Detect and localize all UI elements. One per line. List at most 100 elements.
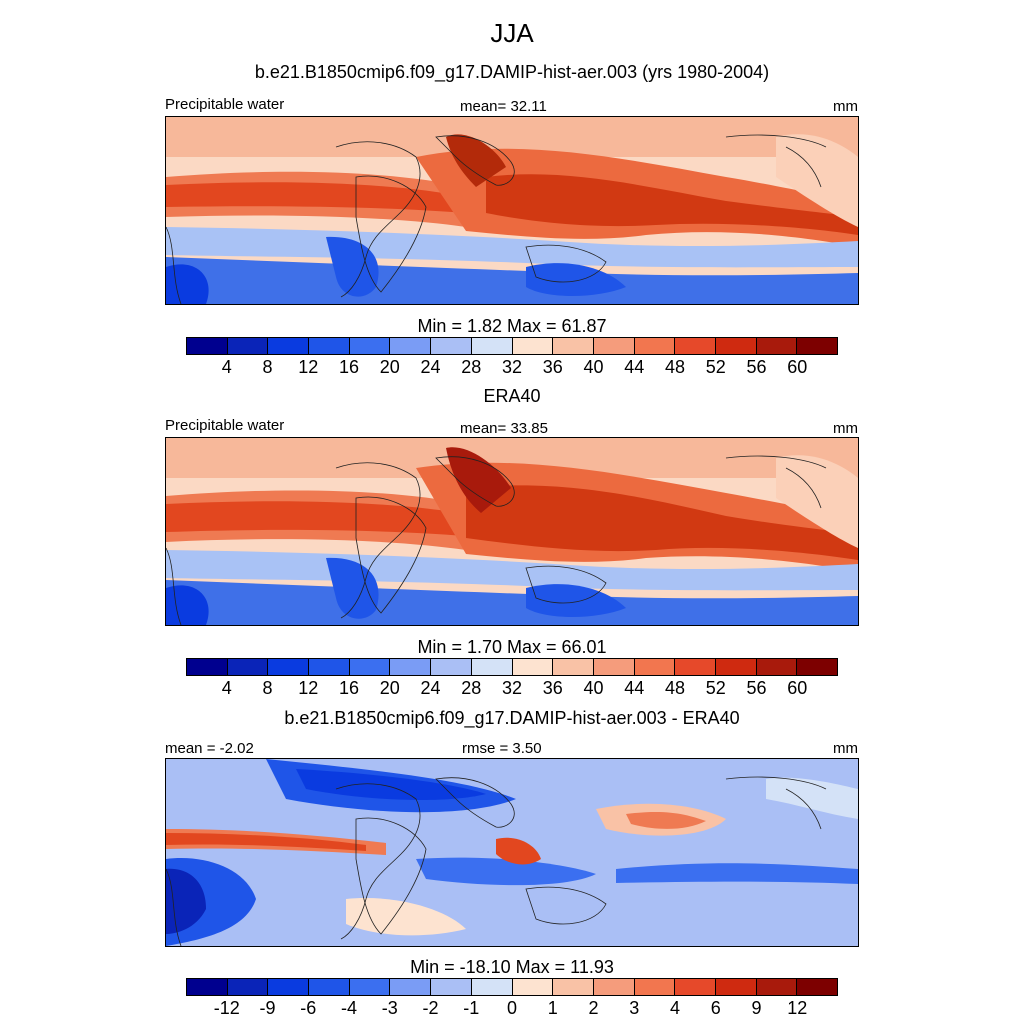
panel-diff-colorbar-swatch [553,979,594,995]
panel-obs-colorbar-swatch [593,659,635,675]
panel-obs-minmax: Min = 1.70 Max = 66.01 [417,637,607,657]
panel-model-colorbar-tick: 36 [542,357,563,377]
panel-diff-colorbar-swatch [187,979,228,995]
panel-obs-colorbar-tick: 12 [298,678,319,698]
panel-diff-colorbar-swatch [715,979,757,995]
panel-model-minmax: Min = 1.82 Max = 61.87 [417,316,607,336]
panel-obs-colorbar-swatch [756,659,798,675]
panel-model-colorbar-swatch [593,338,635,354]
panel-diff-colorbar-swatch [227,979,269,995]
panel-diff-colorbar-tick: -1 [463,998,480,1018]
panel-diff-colorbar-tick: 12 [787,998,808,1018]
panel-obs-colorbar-swatch [309,659,350,675]
panel-obs-colorbar-tick: 24 [420,678,441,698]
panel-model-colorbar-swatch [390,338,432,354]
panel-model-colorbar-swatch [471,338,513,354]
panel-model-colorbar-tick: 16 [338,357,360,377]
panel-obs-colorbar-swatch [797,659,837,675]
panel-model-coastlines [166,134,827,304]
panel-obs-colorbar-swatch [268,659,310,675]
panel-obs-colorbar-swatch [431,659,472,675]
panel-model-colorbar-swatch [268,338,310,354]
panel-diff-colorbar-swatch [634,979,676,995]
panel-diff-colorbar-tick: -12 [213,998,240,1018]
panel-diff-colorbar-swatch [675,979,716,995]
panel-model-colorbar-tick: 4 [221,357,232,377]
panel-diff-colorbar-tick: -6 [300,998,317,1018]
panel-diff-colorbar [186,978,838,996]
panel-obs-colorbar-swatch [553,659,594,675]
panel-diff-mean-label: mean = -2.02 [165,740,254,757]
panel-model-colorbar-swatch [675,338,716,354]
panel-obs-colorbar-swatch [227,659,269,675]
panel-model-colorbar-swatch [756,338,798,354]
panel-obs-colorbar-tick: 52 [705,678,726,698]
panel-model-colorbar-ticks: 4 8 12 16 20 24 28 32 36 40 44 48 52 56 … [186,357,838,379]
panel-model-colorbar-swatch [553,338,594,354]
panel-obs-colorbar-swatch [390,659,432,675]
panel-diff-colorbar-swatch [349,979,391,995]
panel-model-colorbar-tick: 40 [583,357,604,377]
panel-diff-colorbar-tick: -3 [381,998,398,1018]
panel-diff-colorbar-swatch [593,979,635,995]
panel-obs-colorbar-tick: 16 [338,678,360,698]
panel-model-colorbar [186,337,838,355]
panel-model-colorbar-swatch [309,338,350,354]
panel-obs-colorbar [186,658,838,676]
panel-model-colorbar-swatch [431,338,472,354]
panel-obs-field-bands [166,438,858,625]
panel-obs-colorbar-swatch [715,659,757,675]
panel-diff-colorbar-swatch [309,979,350,995]
panel-diff-colorbar-ticks: -12 -9 -6 -4 -3 -2 -1 0 1 2 3 4 6 9 12 [186,998,838,1020]
panel-model-colorbar-tick: 48 [664,357,686,377]
panel-diff-colorbar-tick: 0 [506,998,518,1018]
panel-obs-units-label: mm [833,420,858,437]
panel-model-variable-label: Precipitable water [165,96,285,113]
panel-model-colorbar-swatch [187,338,228,354]
panel-obs-colorbar-tick: 8 [262,678,273,698]
panel-diff-colorbar-swatch [756,979,798,995]
panel-obs-colorbar-swatch [471,659,513,675]
panel-diff-colorbar-tick: -2 [422,998,439,1018]
panel-diff-map [165,758,859,947]
panel-diff-colorbar-tick: 6 [710,998,721,1018]
panel-obs-colorbar-tick: 44 [624,678,645,698]
panel-diff-colorbar-swatch [431,979,472,995]
panel-model-field-bands [166,117,858,304]
panel-obs-coastlines [166,455,827,625]
panel-diff-colorbar-swatch [471,979,513,995]
panel-model-colorbar-swatch [512,338,554,354]
panel-diff-coastlines [166,776,827,946]
panel-model-colorbar-tick: 52 [705,357,726,377]
panel-model-colorbar-tick: 12 [298,357,319,377]
panel-obs-colorbar-tick: 40 [583,678,604,698]
panel-model-colorbar-tick: 24 [420,357,441,377]
figure-title: JJA [490,18,534,48]
panel-diff-minmax: Min = -18.10 Max = 11.93 [410,957,614,977]
panel-obs-colorbar-tick: 4 [221,678,232,698]
panel-model-header: b.e21.B1850cmip6.f09_g17.DAMIP-hist-aer.… [254,62,770,82]
panel-diff-units-label: mm [833,740,858,757]
panel-obs-colorbar-tick: 48 [664,678,686,698]
panel-diff-colorbar-tick: 3 [629,998,640,1018]
panel-obs-colorbar-swatch [512,659,554,675]
panel-obs-colorbar-ticks: 4 8 12 16 20 24 28 32 36 40 44 48 52 56 … [186,678,838,700]
panel-obs-colorbar-swatch [634,659,676,675]
panel-obs-colorbar-tick: 56 [746,678,767,698]
panel-model-colorbar-swatch [715,338,757,354]
panel-model-colorbar-tick: 20 [379,357,400,377]
panel-diff-colorbar-swatch [797,979,837,995]
panel-model-colorbar-tick: 44 [624,357,645,377]
panel-obs-mean-label: mean= 33.85 [460,420,548,437]
panel-obs-colorbar-swatch [675,659,716,675]
panel-diff-colorbar-tick: 4 [669,998,681,1018]
panel-model-mean-label: mean= 32.11 [460,98,547,115]
panel-model-colorbar-tick: 28 [461,357,482,377]
panel-obs-colorbar-tick: 20 [379,678,400,698]
panel-diff-header: b.e21.B1850cmip6.f09_g17.DAMIP-hist-aer.… [284,708,740,728]
panel-obs-colorbar-tick: 28 [461,678,482,698]
panel-diff-rmse-label: rmse = 3.50 [462,740,542,757]
panel-diff-field-bands [166,759,858,946]
panel-obs-colorbar-tick: 32 [501,678,523,698]
panel-diff-colorbar-swatch [390,979,432,995]
